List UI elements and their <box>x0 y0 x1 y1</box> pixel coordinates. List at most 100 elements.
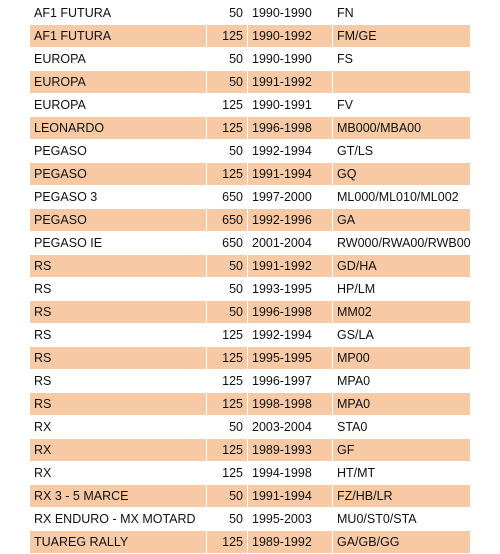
years-cell: 1995-1995 <box>247 346 333 370</box>
frame-code-cell: HP/LM <box>332 277 470 301</box>
table-row: AF1 FUTURA 125 1990-1992 FM/GE <box>30 24 470 48</box>
model-cell: RX <box>30 415 207 439</box>
displacement-cell: 125 <box>206 392 248 416</box>
model-cell: PEGASO 3 <box>30 185 207 209</box>
frame-code-cell: FS <box>332 47 470 71</box>
table-row: RS 50 1996-1998 MM02 <box>30 300 470 324</box>
frame-code-cell: ML000/ML010/ML002 <box>332 185 470 209</box>
frame-code-cell <box>332 70 470 94</box>
frame-code-cell: GS/LA <box>332 323 470 347</box>
model-cell: PEGASO IE <box>30 231 207 255</box>
model-cell: RS <box>30 277 207 301</box>
model-cell: RS <box>30 346 207 370</box>
years-cell: 1990-1990 <box>247 2 333 25</box>
table-body: AF1 FUTURA 50 1990-1990 FN AF1 FUTURA 125 1990… <box>30 2 470 554</box>
table-row: LEONARDO 125 1996-1998 MB000/MBA00 <box>30 116 470 140</box>
years-cell: 1994-1998 <box>247 461 333 485</box>
frame-code-cell: GQ <box>332 162 470 186</box>
displacement-cell: 125 <box>206 438 248 462</box>
table-row: PEGASO IE 650 2001-2004 RW000/RWA00/RWB00 <box>30 231 470 255</box>
table-row: RS 125 1998-1998 MPA0 <box>30 392 470 416</box>
frame-code-cell: MM02 <box>332 300 470 324</box>
model-cell: EUROPA <box>30 47 207 71</box>
years-cell: 1995-2003 <box>247 507 333 531</box>
model-cell: EUROPA <box>30 93 207 117</box>
displacement-cell: 50 <box>206 254 248 278</box>
displacement-cell: 125 <box>206 116 248 140</box>
model-cell: RX <box>30 438 207 462</box>
years-cell: 1996-1997 <box>247 369 333 393</box>
model-cell: EUROPA <box>30 70 207 94</box>
model-cell: RX 3 - 5 MARCE <box>30 484 207 508</box>
model-cell: PEGASO <box>30 208 207 232</box>
displacement-cell: 125 <box>206 93 248 117</box>
frame-code-cell: GD/HA <box>332 254 470 278</box>
years-cell: 1996-1998 <box>247 300 333 324</box>
model-cell: RX <box>30 461 207 485</box>
table-row: PEGASO 125 1991-1994 GQ <box>30 162 470 186</box>
years-cell: 1992-1996 <box>247 208 333 232</box>
model-cell: RS <box>30 392 207 416</box>
years-cell: 1990-1992 <box>247 24 333 48</box>
table-row: RX 3 - 5 MARCE 50 1991-1994 FZ/HB/LR <box>30 484 470 508</box>
displacement-cell: 50 <box>206 507 248 531</box>
table-row: RX ENDURO - MX MOTARD 50 1995-2003 MU0/ST0/… <box>30 507 470 531</box>
displacement-cell: 125 <box>206 461 248 485</box>
frame-code-cell: FM/GE <box>332 24 470 48</box>
model-cell: TUAREG RALLY <box>30 530 207 554</box>
model-cell: RS <box>30 323 207 347</box>
displacement-cell: 125 <box>206 162 248 186</box>
model-compatibility-table: AF1 FUTURA 50 1990-1990 FN AF1 FUTURA 125 1990… <box>30 2 470 554</box>
years-cell: 1992-1994 <box>247 139 333 163</box>
years-cell: 1993-1995 <box>247 277 333 301</box>
frame-code-cell: MU0/ST0/STA <box>332 507 470 531</box>
model-compatibility-sheet: AF1 FUTURA 50 1990-1990 FN AF1 FUTURA 125 1990… <box>30 2 470 554</box>
table-row: EUROPA 50 1990-1990 FS <box>30 47 470 71</box>
table-row: RX 125 1989-1993 GF <box>30 438 470 462</box>
frame-code-cell: FZ/HB/LR <box>332 484 470 508</box>
table-row: PEGASO 3 650 1997-2000 ML000/ML010/ML002 <box>30 185 470 209</box>
displacement-cell: 125 <box>206 530 248 554</box>
model-cell: AF1 FUTURA <box>30 2 207 25</box>
displacement-cell: 50 <box>206 2 248 25</box>
displacement-cell: 125 <box>206 323 248 347</box>
table-row: AF1 FUTURA 50 1990-1990 FN <box>30 2 470 25</box>
table-row: RX 50 2003-2004 STA0 <box>30 415 470 439</box>
displacement-cell: 50 <box>206 70 248 94</box>
table-row: RS 50 1993-1995 HP/LM <box>30 277 470 301</box>
table-row: RX 125 1994-1998 HT/MT <box>30 461 470 485</box>
table-row: PEGASO 50 1992-1994 GT/LS <box>30 139 470 163</box>
years-cell: 2003-2004 <box>247 415 333 439</box>
model-cell: RX ENDURO - MX MOTARD <box>30 507 207 531</box>
table-row: EUROPA 50 1991-1992 <box>30 70 470 94</box>
displacement-cell: 50 <box>206 484 248 508</box>
model-cell: RS <box>30 254 207 278</box>
frame-code-cell: FV <box>332 93 470 117</box>
frame-code-cell: MP00 <box>332 346 470 370</box>
displacement-cell: 125 <box>206 24 248 48</box>
model-cell: PEGASO <box>30 162 207 186</box>
displacement-cell: 650 <box>206 185 248 209</box>
table-row: RS 50 1991-1992 GD/HA <box>30 254 470 278</box>
frame-code-cell: GT/LS <box>332 139 470 163</box>
displacement-cell: 50 <box>206 415 248 439</box>
years-cell: 1990-1990 <box>247 47 333 71</box>
displacement-cell: 125 <box>206 346 248 370</box>
table-row: TUAREG RALLY 125 1989-1992 GA/GB/GG <box>30 530 470 554</box>
years-cell: 1989-1992 <box>247 530 333 554</box>
model-cell: PEGASO <box>30 139 207 163</box>
years-cell: 1997-2000 <box>247 185 333 209</box>
displacement-cell: 650 <box>206 208 248 232</box>
displacement-cell: 50 <box>206 47 248 71</box>
years-cell: 1991-1992 <box>247 70 333 94</box>
frame-code-cell: GF <box>332 438 470 462</box>
frame-code-cell: MPA0 <box>332 392 470 416</box>
years-cell: 1991-1994 <box>247 162 333 186</box>
years-cell: 1990-1991 <box>247 93 333 117</box>
model-cell: LEONARDO <box>30 116 207 140</box>
years-cell: 1998-1998 <box>247 392 333 416</box>
table-row: RS 125 1992-1994 GS/LA <box>30 323 470 347</box>
years-cell: 1989-1993 <box>247 438 333 462</box>
years-cell: 1991-1994 <box>247 484 333 508</box>
frame-code-cell: MPA0 <box>332 369 470 393</box>
